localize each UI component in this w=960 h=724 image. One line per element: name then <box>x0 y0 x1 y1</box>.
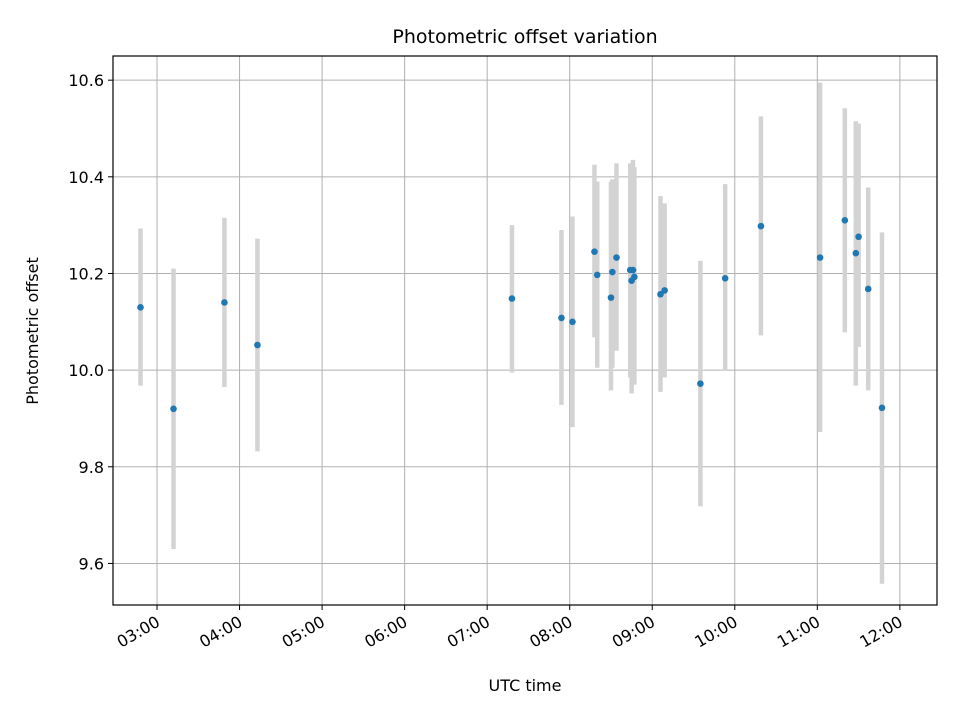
data-point <box>221 299 228 306</box>
data-point <box>852 249 860 257</box>
y-tick-label: 10.4 <box>68 168 104 187</box>
data-point <box>629 266 637 274</box>
data-point <box>631 273 638 281</box>
x-tick-label: 12:00 <box>856 612 905 652</box>
data-point <box>591 248 598 256</box>
data-point <box>613 254 620 261</box>
data-point <box>841 217 849 224</box>
chart-title: Photometric offset variation <box>392 26 657 48</box>
x-tick-label: 08:00 <box>526 612 575 652</box>
data-point <box>661 287 668 294</box>
x-axis-label: UTC time <box>489 676 562 695</box>
x-tick-label: 06:00 <box>361 612 410 652</box>
data-point <box>609 268 616 276</box>
data-point <box>558 314 565 322</box>
errorbar-layer <box>138 82 885 584</box>
x-tick-label: 03:00 <box>114 612 163 652</box>
data-point <box>864 285 872 293</box>
data-point <box>757 222 765 230</box>
y-tick-label: 9.6 <box>79 554 104 573</box>
plot-frame <box>112 55 938 606</box>
data-point <box>170 405 177 413</box>
x-tick-label: 11:00 <box>774 612 823 652</box>
data-point <box>878 404 886 412</box>
data-point <box>508 295 516 302</box>
x-tick-label: 10:00 <box>691 612 740 652</box>
data-point <box>697 380 704 387</box>
grid-layer <box>113 56 937 605</box>
x-tick-label: 07:00 <box>444 612 493 652</box>
x-tick-label: 05:00 <box>279 612 328 652</box>
y-axis-label: Photometric offset <box>23 257 42 405</box>
y-tick-label: 10.2 <box>68 264 104 283</box>
point-layer <box>137 217 886 413</box>
x-tick-label: 09:00 <box>609 612 658 652</box>
y-tick-label: 10.6 <box>68 71 104 90</box>
data-point <box>721 275 729 282</box>
data-point <box>855 233 862 241</box>
data-point <box>569 318 576 326</box>
y-tick-label: 9.8 <box>79 458 104 477</box>
data-point <box>137 304 144 311</box>
data-point <box>816 254 824 261</box>
data-point <box>607 294 615 301</box>
data-point <box>657 290 664 298</box>
x-tick-label: 04:00 <box>196 612 245 652</box>
data-point <box>593 271 601 279</box>
data-point <box>254 341 261 349</box>
y-tick-label: 10.0 <box>68 361 104 380</box>
